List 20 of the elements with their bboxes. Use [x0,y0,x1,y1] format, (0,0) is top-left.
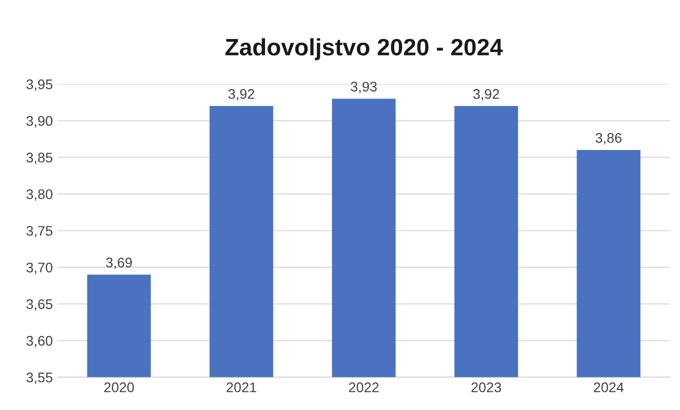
y-tick-label: 3,60 [26,336,52,348]
x-tick-label: 2024 [594,382,624,392]
y-tick-label: 3,95 [26,79,52,91]
chart-title: Zadovoljstvo 2020 - 2024 [225,38,503,60]
x-tick-label: 2020 [104,382,134,392]
y-tick-label: 3,65 [26,299,52,311]
y-tick-label: 3,80 [26,189,52,201]
data-label: 3,93 [350,82,377,94]
y-tick-label: 3,70 [26,262,52,274]
y-tick-label: 3,90 [26,116,52,128]
data-label: 3,92 [473,89,500,101]
data-label: 3,69 [106,258,132,270]
data-label: 3,92 [228,89,254,101]
x-tick-label: 2021 [226,382,256,392]
x-tick-label: 2023 [471,382,502,392]
y-tick-label: 3,55 [26,372,52,384]
data-label: 3,86 [596,133,622,145]
y-tick-label: 3,85 [26,152,52,164]
y-tick-label: 3,75 [26,226,52,238]
x-tick-label: 2022 [349,382,379,392]
